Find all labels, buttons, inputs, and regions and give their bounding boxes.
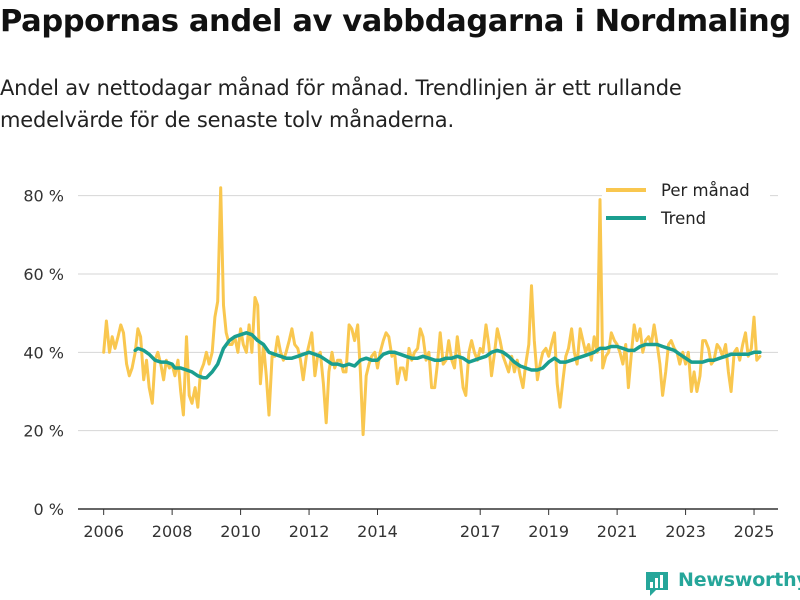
y-tick-label: 80 % (23, 187, 64, 206)
x-tick-label: 2010 (220, 522, 261, 541)
series-line-trend (133, 331, 762, 380)
x-tick-label: 2006 (83, 522, 124, 541)
legend-label: Per månad (661, 181, 750, 200)
x-tick-label: 2017 (460, 522, 501, 541)
y-tick-label: 0 % (34, 500, 64, 519)
x-tick-label: 2023 (665, 522, 706, 541)
x-tick-label: 2025 (734, 522, 775, 541)
y-tick-label: 20 % (23, 422, 64, 441)
x-tick-label: 2021 (597, 522, 638, 541)
y-tick-label: 60 % (23, 265, 64, 284)
x-tick-label: 2008 (152, 522, 193, 541)
y-tick-label: 40 % (23, 343, 64, 362)
chart-title: Pappornas andel av vabbdagarna i Nordmal… (0, 4, 791, 39)
newsworthy-logo-text: Newsworthy (678, 569, 800, 591)
series-line-per-manad (102, 186, 762, 437)
legend: Per månad Trend (602, 177, 770, 231)
x-tick-label: 2014 (357, 522, 398, 541)
x-tick-label: 2012 (289, 522, 330, 541)
x-axis: 0 % 20 % 40 % 60 % 80 % 2006 2008 2010 2012 2014 2… (23, 187, 778, 541)
series-lines (102, 186, 762, 437)
x-tick-label: 2019 (528, 522, 569, 541)
chart-subtitle: Andel av nettodagar månad för månad. Tre… (0, 76, 682, 132)
newsworthy-logo-icon (646, 572, 668, 596)
legend-label: Trend (660, 209, 706, 228)
